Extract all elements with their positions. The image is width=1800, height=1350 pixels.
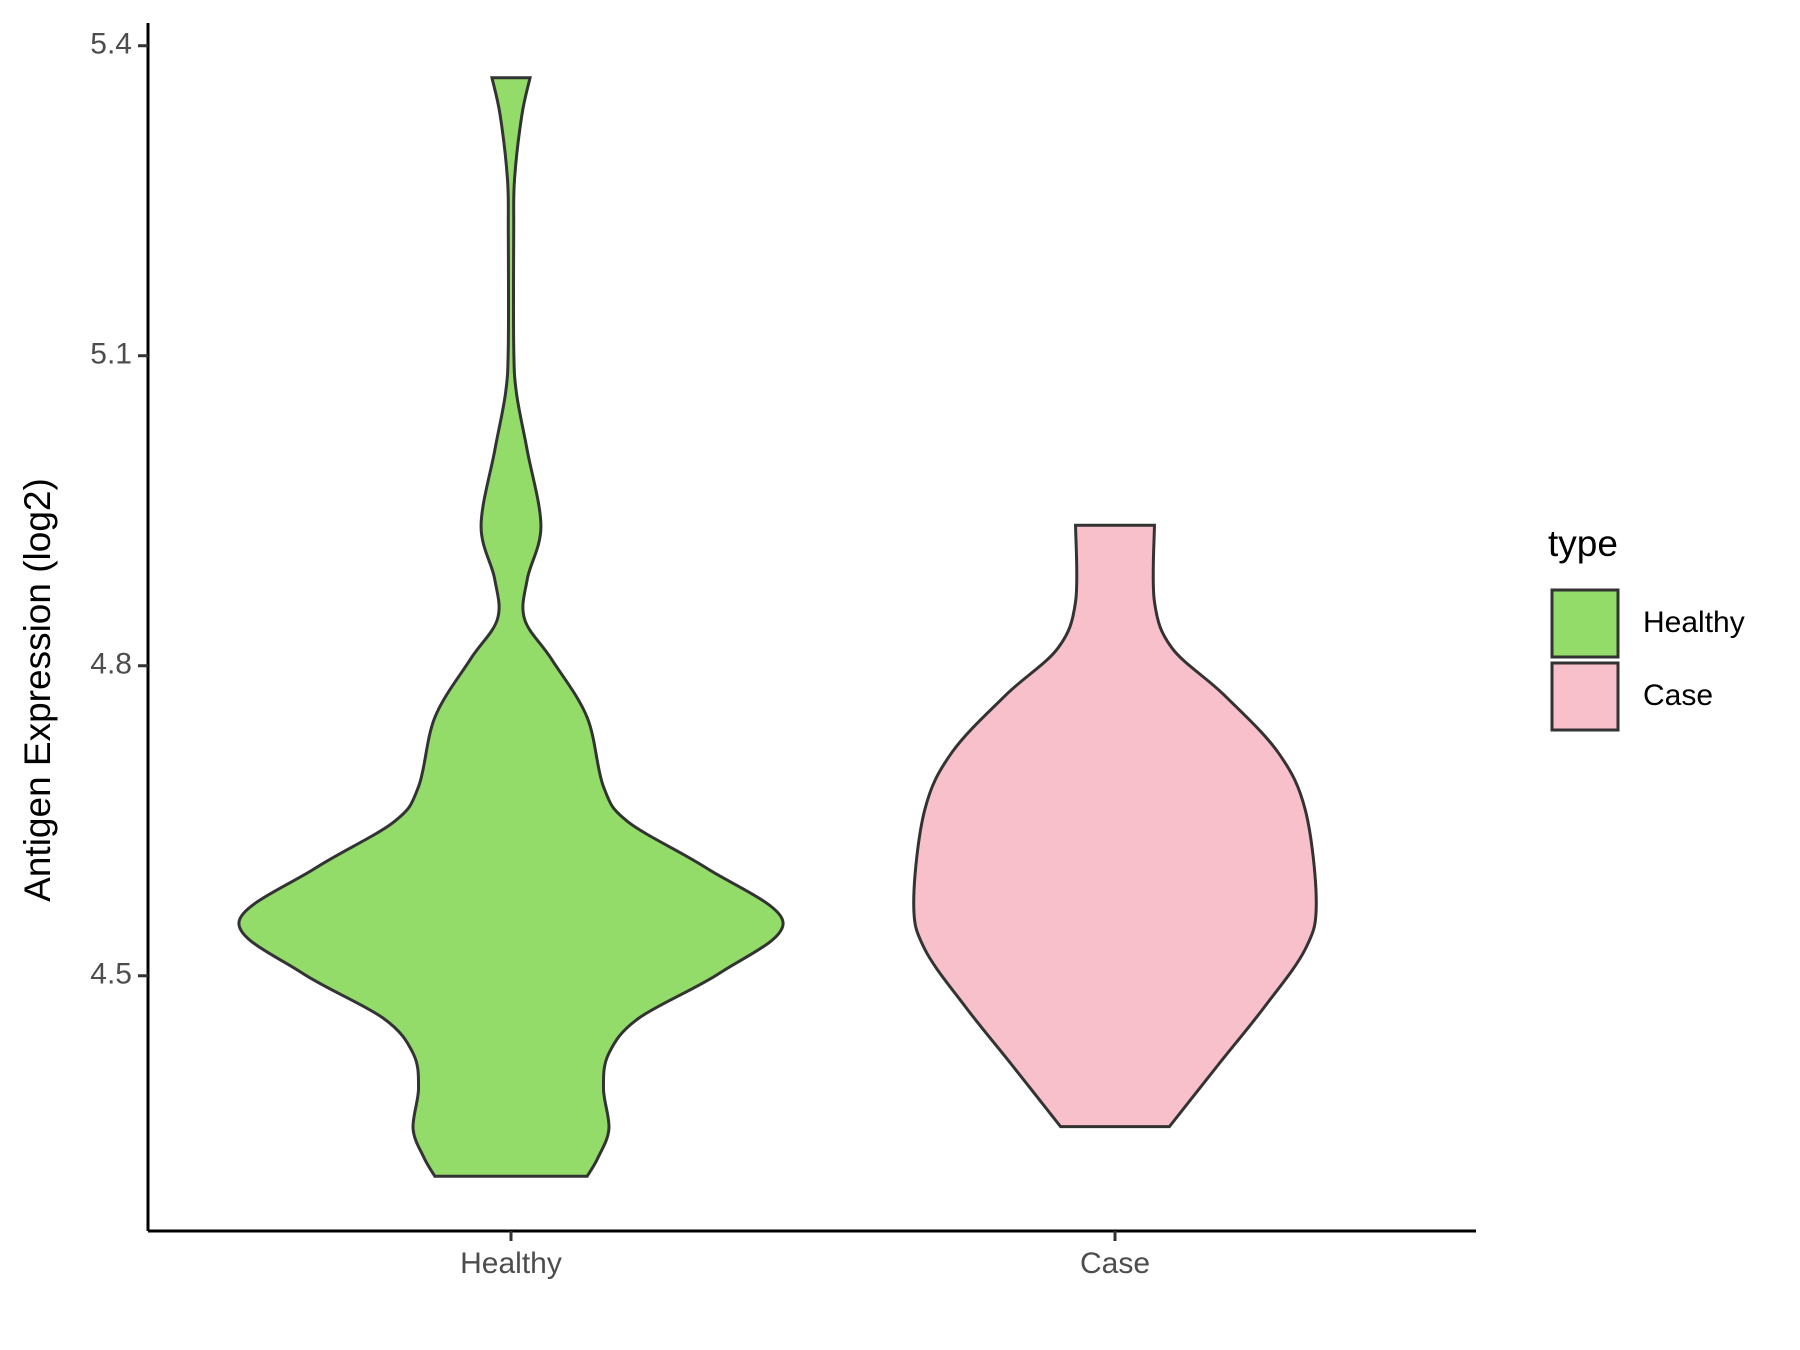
y-tick-label: 4.8 <box>90 648 132 681</box>
y-tick-label: 4.5 <box>90 958 132 991</box>
legend-title: type <box>1548 523 1618 564</box>
legend-key <box>1550 661 1620 732</box>
y-tick-label: 5.1 <box>90 338 132 371</box>
x-tick-label: Healthy <box>460 1247 562 1280</box>
x-tick-label: Case <box>1080 1247 1150 1280</box>
violin <box>237 76 785 1178</box>
legend-label: Healthy <box>1643 606 1745 639</box>
legend-key <box>1550 588 1620 659</box>
y-tick-label: 5.4 <box>90 28 132 61</box>
legend-label: Case <box>1643 679 1713 712</box>
y-axis-title: Antigen Expression (log2) <box>17 478 58 902</box>
violin <box>912 523 1318 1129</box>
